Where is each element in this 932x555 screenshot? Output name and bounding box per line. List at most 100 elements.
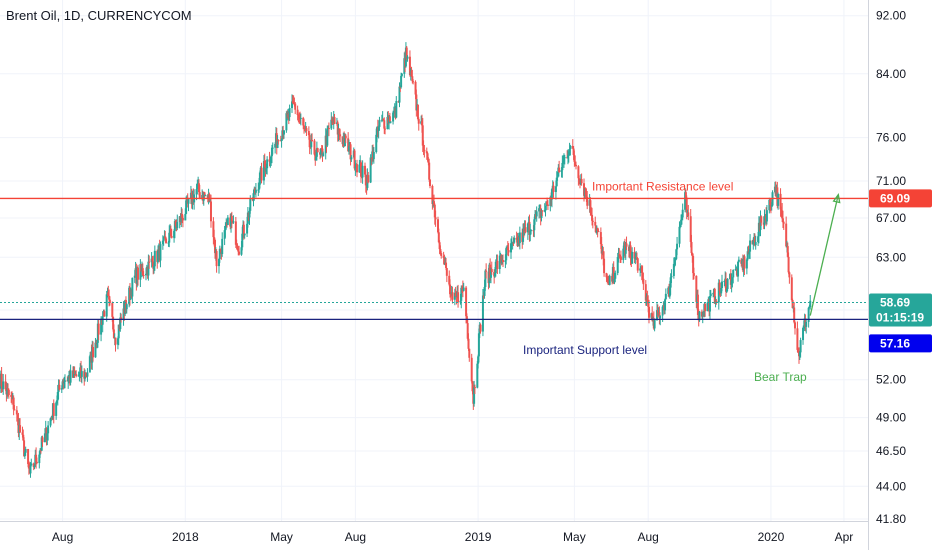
candle-body — [428, 163, 430, 180]
candle-body — [446, 268, 448, 276]
candle-body — [159, 244, 161, 260]
candle-body — [530, 230, 532, 231]
svg-text:01:15:19: 01:15:19 — [876, 310, 924, 324]
resistance-badge: 69.09 — [869, 189, 932, 207]
candle-body — [300, 118, 302, 119]
candle-body — [311, 140, 313, 141]
candle-body — [468, 349, 470, 358]
candle-body — [743, 256, 745, 268]
candle-body — [648, 307, 650, 318]
candle-body — [339, 134, 341, 136]
candle-body — [502, 260, 504, 262]
y-tick-label: 44.00 — [876, 479, 906, 493]
candle-body — [98, 324, 100, 335]
candle-body — [809, 301, 811, 307]
candle-body — [384, 129, 386, 130]
candle-body — [802, 328, 804, 340]
candle-body — [86, 373, 88, 377]
candle-body — [412, 81, 414, 82]
y-tick-label: 52.00 — [876, 373, 906, 387]
candle-body — [283, 130, 285, 134]
candle-body — [143, 275, 145, 276]
candle-body — [148, 262, 150, 263]
candle-body — [480, 325, 482, 332]
candle-body — [106, 294, 108, 316]
candle-body — [238, 252, 240, 255]
candle-body — [791, 277, 793, 300]
candle-body — [407, 57, 409, 59]
candle-body — [81, 371, 83, 377]
candle-body — [704, 304, 706, 311]
x-tick-label: May — [563, 530, 586, 544]
candle-body — [328, 128, 330, 129]
candle-body — [13, 409, 15, 410]
candle-body — [2, 381, 4, 389]
candle-body — [19, 425, 21, 432]
candle-body — [592, 221, 594, 222]
candle-body — [47, 425, 49, 433]
candle-body — [277, 140, 279, 141]
candle-body — [575, 165, 577, 166]
candle-body — [788, 272, 790, 277]
candle-body — [485, 271, 487, 272]
price-axis[interactable]: 92.0084.0076.0071.0067.0063.0058.0052.00… — [869, 0, 932, 550]
candle-body — [418, 119, 420, 124]
projection-arrow[interactable] — [810, 195, 838, 316]
candle-body — [401, 74, 403, 76]
candle-body — [92, 347, 94, 357]
candle-body — [597, 231, 599, 232]
x-tick-label: 2018 — [172, 530, 199, 544]
candle-body — [760, 216, 762, 222]
candle-body — [482, 295, 484, 331]
candle-body — [255, 190, 257, 193]
candle-body — [457, 292, 459, 302]
candle-body — [766, 210, 768, 221]
candle-body — [36, 462, 38, 463]
candle-body — [564, 157, 566, 158]
candle-body — [788, 257, 790, 272]
candle-body — [30, 463, 32, 465]
candle-body — [154, 251, 156, 266]
candle-body — [676, 244, 678, 250]
candle-body — [749, 241, 751, 252]
candle-body — [184, 214, 186, 221]
candle-body — [553, 186, 555, 192]
candle-body — [609, 276, 611, 285]
x-tick-label: Aug — [52, 530, 73, 544]
candle-body — [665, 294, 667, 299]
candle-body — [176, 222, 178, 228]
candle-body — [400, 76, 402, 87]
candle-body — [58, 385, 60, 390]
candle-body — [642, 279, 644, 284]
candle-body — [793, 308, 795, 323]
candle-body — [326, 129, 328, 146]
candle-body — [614, 273, 616, 279]
svg-text:57.16: 57.16 — [880, 336, 910, 350]
candle-body — [691, 242, 693, 253]
candle-body — [620, 256, 622, 259]
candle-body — [693, 273, 695, 276]
candle-body — [709, 296, 711, 311]
support-label: Important Support level — [523, 343, 647, 357]
candle-body — [55, 403, 57, 416]
candle-body — [216, 251, 218, 266]
candle-body — [249, 199, 251, 211]
candle-body — [670, 276, 672, 277]
candle-body — [794, 322, 796, 328]
candle-body — [334, 117, 336, 124]
candle-body — [631, 252, 633, 264]
candle-body — [182, 218, 184, 221]
candle-body — [362, 166, 364, 178]
candle-body — [221, 239, 223, 254]
y-tick-label: 67.00 — [876, 211, 906, 225]
candle-body — [395, 101, 397, 118]
candle-body — [199, 192, 201, 198]
candle-body — [115, 338, 117, 345]
candle-body — [513, 238, 515, 243]
candle-body — [508, 250, 510, 252]
candle-body — [558, 168, 560, 172]
candle-body — [491, 269, 493, 272]
